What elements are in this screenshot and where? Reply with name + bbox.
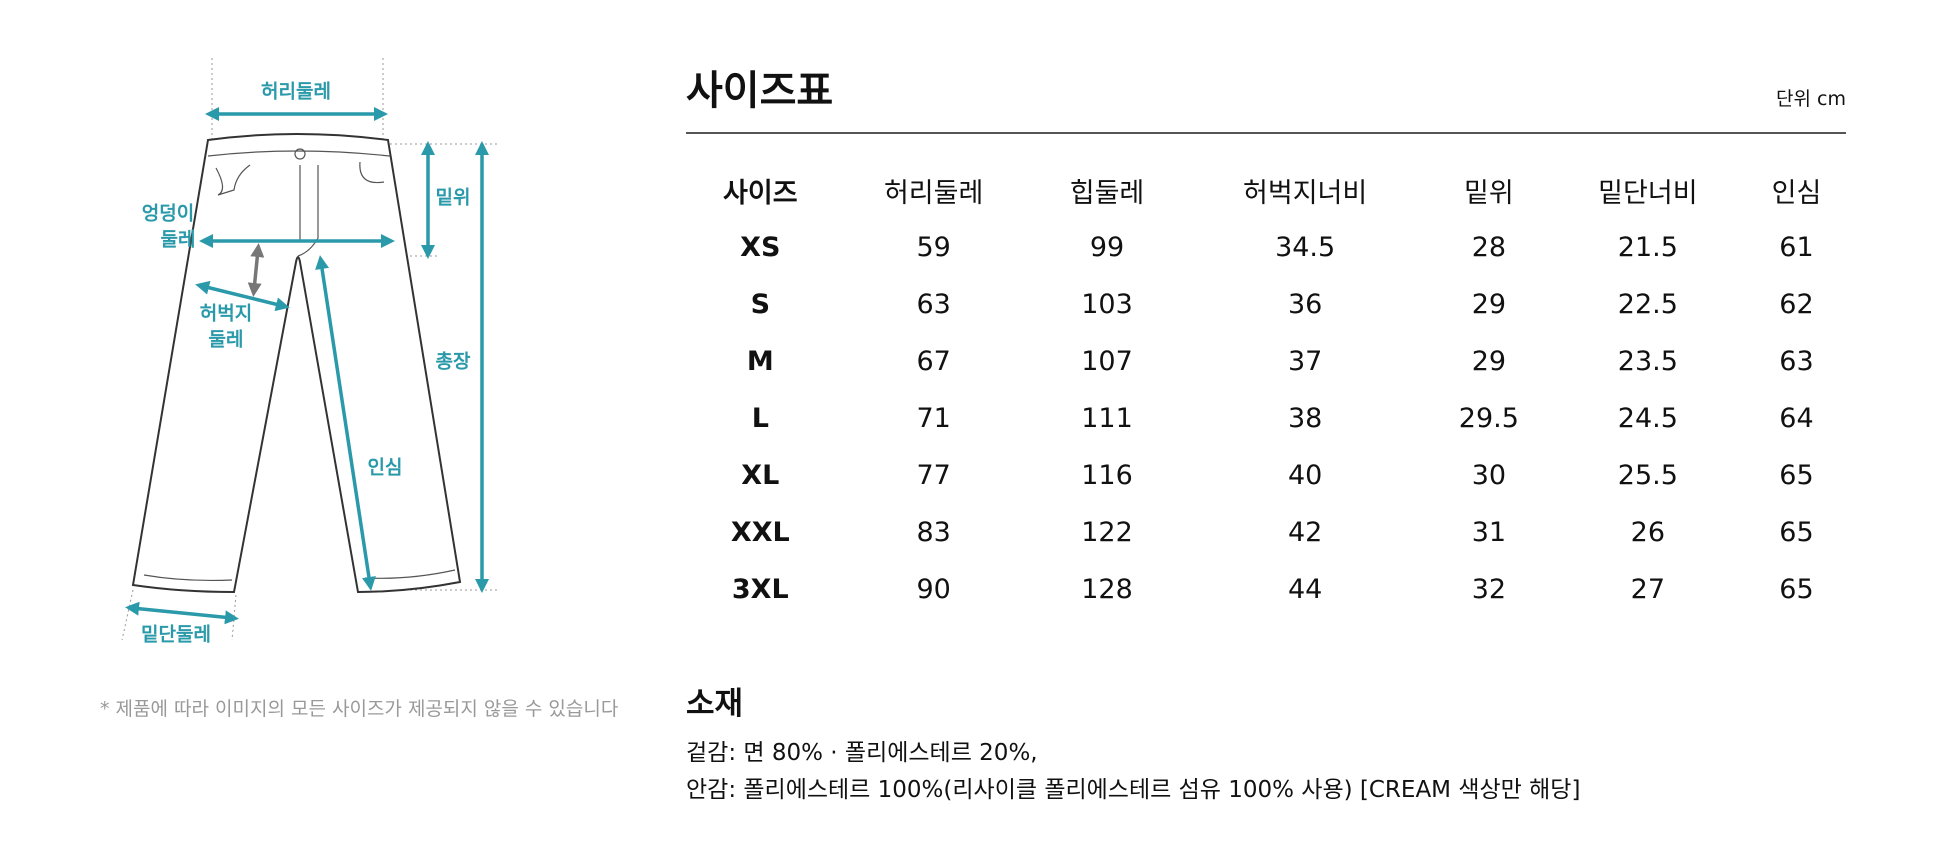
table-cell: 23.5 [1617, 346, 1678, 377]
table-cell: 44 [1287, 574, 1323, 605]
table-cell: 24.5 [1617, 403, 1678, 434]
table-row: XS 59 99 34.5 28 21.5 61 [686, 219, 1846, 276]
table-cell: 29.5 [1458, 403, 1519, 434]
divider [686, 132, 1846, 134]
label-rise: 밑위 [436, 187, 471, 209]
table-cell: 40 [1287, 460, 1323, 491]
table-cell: 34.5 [1275, 232, 1336, 263]
column-header: 밑위 [1464, 178, 1514, 209]
unit: 단위 cm [1776, 88, 1846, 110]
table-cell: 90 [916, 574, 951, 605]
table-cell: 128 [1081, 574, 1133, 605]
table-cell: 21.5 [1617, 232, 1678, 263]
table-cell: 77 [916, 460, 951, 491]
table-cell: XXL [730, 517, 790, 548]
table-cell: 64 [1779, 403, 1814, 434]
table-cell: 122 [1081, 517, 1133, 548]
table-cell: 65 [1779, 460, 1814, 491]
table-cell: 29 [1471, 346, 1507, 377]
label-length: 총장 [436, 351, 471, 373]
column-header: 허리둘레 [883, 178, 984, 209]
table-cell: 37 [1287, 346, 1323, 377]
table-cell: 42 [1287, 517, 1323, 548]
table-cell: 26 [1630, 517, 1666, 548]
table-cell: 61 [1779, 232, 1814, 263]
table-cell: 3XL [731, 574, 789, 605]
table-cell: S [750, 289, 771, 320]
table-cell: 31 [1471, 517, 1507, 548]
table-row: S 63 103 36 29 22.5 62 [686, 276, 1846, 333]
table-cell: 59 [916, 232, 951, 263]
pants-diagram: 허리둘레 밑위 엉덩이 둘레 허벅지 둘레 총장 인심 밑단둘레 [121, 58, 500, 646]
label-inseam: 인심 [368, 457, 403, 479]
label-hip: 둘레 [161, 229, 196, 251]
label-waist: 허리둘레 [261, 81, 331, 103]
material-line: 안감: 폴리에스테르 100%(리사이클 폴리에스테르 섬유 100% 사용) … [686, 777, 1581, 803]
label-thigh: 허벅지 [200, 303, 252, 325]
table-cell: XS [740, 232, 781, 263]
table-cell: 29 [1471, 289, 1507, 320]
table-cell: M [746, 346, 774, 377]
table-cell: 65 [1779, 574, 1814, 605]
table-row: M 67 107 37 29 23.5 63 [686, 333, 1846, 390]
table-cell: 63 [916, 289, 951, 320]
column-header: 인심 [1771, 178, 1822, 209]
header-row: 사이즈 허리둘레 힙둘레 허벅지너비 밑위 밑단너비 인심 [686, 162, 1846, 219]
label-hip: 엉덩이 [142, 203, 194, 225]
column-header: 힙둘레 [1069, 178, 1145, 209]
material-line: 겉감: 면 80% · 폴리에스테르 20%, [686, 740, 1038, 766]
table-cell: 103 [1081, 289, 1133, 320]
table-cell: 116 [1081, 460, 1133, 491]
label-hem: 밑단둘레 [141, 624, 211, 646]
table-cell: 67 [916, 346, 951, 377]
table-cell: 28 [1471, 232, 1507, 263]
table-cell: 111 [1081, 403, 1133, 434]
table-cell: 71 [916, 403, 951, 434]
table-cell: L [751, 403, 769, 434]
table-row: 3XL 90 128 44 32 27 65 [686, 561, 1846, 618]
table-cell: 32 [1471, 574, 1507, 605]
table-cell: 25.5 [1617, 460, 1678, 491]
table-cell: 65 [1779, 517, 1814, 548]
table-cell: 30 [1471, 460, 1507, 491]
table-cell: 22.5 [1617, 289, 1678, 320]
table-cell: 83 [916, 517, 951, 548]
table-cell: 63 [1779, 346, 1814, 377]
title: 사이즈표 [686, 68, 834, 114]
label-thigh: 둘레 [209, 329, 244, 351]
column-header: 사이즈 [723, 178, 798, 209]
table-row: XXL 83 122 42 31 26 65 [686, 504, 1846, 561]
table-row: XL 77 116 40 30 25.5 65 [686, 447, 1846, 504]
size-table: 사이즈 허리둘레 힙둘레 허벅지너비 밑위 밑단너비 인심 XS 59 99 34.5 28 21.5 6… [686, 162, 1846, 618]
table-cell: 99 [1089, 232, 1125, 263]
note: * 제품에 따라 이미지의 모든 사이즈가 제공되지 않을 수 있습니다 [100, 698, 619, 720]
table-cell: 107 [1081, 346, 1133, 377]
table-cell: 36 [1287, 289, 1323, 320]
table-cell: 27 [1630, 574, 1666, 605]
table-cell: 62 [1779, 289, 1814, 320]
table-row: L 71 111 38 29.5 24.5 64 [686, 390, 1846, 447]
column-header: 허벅지너비 [1243, 178, 1368, 209]
material-title: 소재 [686, 686, 744, 722]
table-cell: 38 [1287, 403, 1323, 434]
column-header: 밑단너비 [1598, 178, 1698, 209]
table-cell: XL [741, 460, 780, 491]
